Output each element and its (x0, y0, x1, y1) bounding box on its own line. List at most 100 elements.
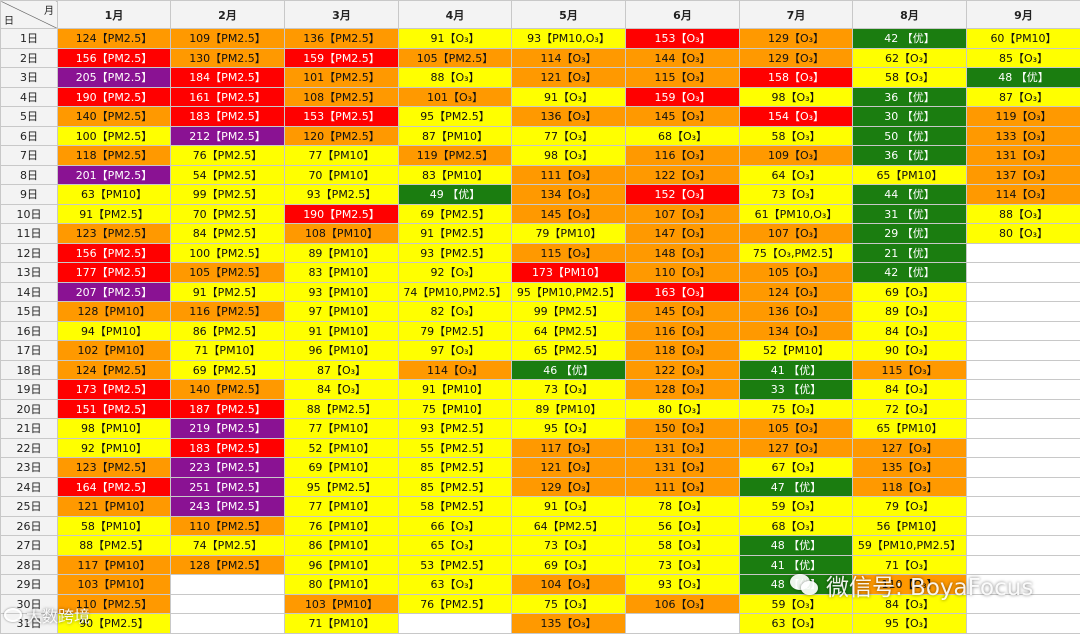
aqi-cell: 111【O₃】 (625, 476, 740, 497)
aqi-cell: 41 【优】 (739, 554, 853, 575)
table-row: 14日 207【PM2.5】 91【PM2.5】 93【PM10】 74【PM10,PM… (0, 281, 1080, 302)
aqi-cell: 80【O₃】 (966, 223, 1080, 244)
empty-cell (966, 593, 1080, 614)
day-label: 2日 (0, 47, 58, 68)
aqi-cell: 86【PM2.5】 (170, 320, 285, 341)
aqi-cell: 120【PM2.5】 (284, 125, 399, 146)
aqi-cell: 219【PM2.5】 (170, 418, 285, 439)
aqi-cell: 99【PM2.5】 (170, 184, 285, 205)
day-label: 17日 (0, 340, 58, 361)
aqi-cell: 87【O₃】 (966, 86, 1080, 107)
aqi-cell: 80【O₃】 (625, 398, 740, 419)
empty-cell (966, 320, 1080, 341)
aqi-cell: 42 【优】 (852, 262, 967, 283)
day-label: 25日 (0, 496, 58, 517)
month-header: 8月 (852, 0, 967, 29)
aqi-cell: 177【PM2.5】 (57, 262, 171, 283)
day-label: 18日 (0, 359, 58, 380)
aqi-cell: 173【PM2.5】 (57, 379, 171, 400)
aqi-cell: 79【PM2.5】 (398, 320, 512, 341)
aqi-cell: 128【PM2.5】 (170, 554, 285, 575)
aqi-cell: 145【O₃】 (511, 203, 626, 224)
day-label: 26日 (0, 515, 58, 536)
aqi-cell: 21 【优】 (852, 242, 967, 263)
aqi-cell: 79【PM10】 (511, 223, 626, 244)
aqi-cell: 97【PM10】 (284, 301, 399, 322)
aqi-cell: 187【PM2.5】 (170, 398, 285, 419)
aqi-cell: 69【PM2.5】 (398, 203, 512, 224)
aqi-cell: 67【O₃】 (739, 457, 853, 478)
aqi-cell: 114【O₃】 (511, 47, 626, 68)
table-row: 25日 121【PM10】 243【PM2.5】 77【PM10】 58【PM2.5】 9… (0, 496, 1080, 517)
empty-cell (966, 281, 1080, 302)
aqi-cell: 63【PM10】 (57, 184, 171, 205)
day-label: 29日 (0, 574, 58, 595)
aqi-cell: 58【O₃】 (852, 67, 967, 88)
aqi-cell: 131【O₃】 (625, 457, 740, 478)
aqi-cell: 184【PM2.5】 (170, 67, 285, 88)
table-row: 21日 98【PM10】 219【PM2.5】 77【PM10】 93【PM2.5】 95… (0, 418, 1080, 439)
aqi-cell: 124【PM2.5】 (57, 359, 171, 380)
aqi-cell: 61【PM10,O₃】 (739, 203, 853, 224)
aqi-cell: 85【O₃】 (966, 47, 1080, 68)
aqi-cell: 73【O₃】 (625, 554, 740, 575)
aqi-cell: 64【O₃】 (739, 164, 853, 185)
aqi-cell: 122【O₃】 (625, 164, 740, 185)
aqi-cell: 243【PM2.5】 (170, 496, 285, 517)
aqi-cell: 42 【优】 (852, 28, 967, 49)
empty-cell (966, 242, 1080, 263)
aqi-cell: 59【O₃】 (739, 496, 853, 517)
aqi-cell: 75【O₃】 (511, 593, 626, 614)
aqi-cell: 111【O₃】 (511, 164, 626, 185)
aqi-cell: 150【O₃】 (625, 418, 740, 439)
aqi-cell: 30 【优】 (852, 106, 967, 127)
aqi-cell: 55【PM2.5】 (398, 437, 512, 458)
day-label: 23日 (0, 457, 58, 478)
empty-cell (966, 535, 1080, 556)
aqi-cell: 105【PM2.5】 (398, 47, 512, 68)
aqi-cell: 95【PM2.5】 (398, 106, 512, 127)
aqi-cell: 110【PM2.5】 (57, 593, 171, 614)
aqi-cell: 173【PM10】 (511, 262, 626, 283)
aqi-cell: 94【PM10】 (57, 320, 171, 341)
day-label: 7日 (0, 145, 58, 166)
aqi-cell: 63【O₃】 (739, 613, 853, 634)
table-row: 27日 88【PM2.5】 74【PM2.5】 86【PM10】 65【O₃】 73【O₃… (0, 535, 1080, 556)
aqi-cell: 88【PM2.5】 (57, 535, 171, 556)
aqi-cell: 73【O₃】 (739, 184, 853, 205)
aqi-cell: 136【O₃】 (511, 106, 626, 127)
empty-cell (966, 554, 1080, 575)
table-row: 20日 151【PM2.5】 187【PM2.5】 88【PM2.5】 75【PM10】… (0, 398, 1080, 419)
aqi-cell: 65【PM2.5】 (511, 340, 626, 361)
aqi-cell: 29 【优】 (852, 223, 967, 244)
aqi-cell: 63【O₃】 (398, 574, 512, 595)
aqi-cell: 62【O₃】 (852, 47, 967, 68)
aqi-cell: 89【PM10】 (284, 242, 399, 263)
table-row: 9日 63【PM10】 99【PM2.5】 93【PM2.5】 49 【优】 134【O₃… (0, 184, 1080, 205)
aqi-cell: 95【O₃】 (852, 613, 967, 634)
aqi-cell: 68【O₃】 (625, 125, 740, 146)
aqi-cell: 76【PM2.5】 (170, 145, 285, 166)
aqi-cell: 91【PM10】 (284, 320, 399, 341)
aqi-cell: 87【O₃】 (284, 359, 399, 380)
aqi-cell: 98【O₃】 (511, 145, 626, 166)
aqi-cell: 107【O₃】 (739, 223, 853, 244)
aqi-cell: 80【PM10】 (284, 574, 399, 595)
table-row: 31日 90【PM2.5】 71【PM10】 135【O₃】 63【O₃】 95【O₃】 (0, 613, 1080, 634)
aqi-cell: 106【O₃】 (625, 593, 740, 614)
table-row: 22日 92【PM10】 183【PM2.5】 52【PM10】 55【PM2.5】 11… (0, 437, 1080, 458)
aqi-cell: 116【O₃】 (625, 145, 740, 166)
aqi-cell: 92【O₃】 (398, 262, 512, 283)
aqi-cell: 102【PM10】 (57, 340, 171, 361)
day-label: 12日 (0, 242, 58, 263)
aqi-cell: 77【O₃】 (511, 125, 626, 146)
aqi-cell: 121【O₃】 (511, 67, 626, 88)
aqi-cell: 58【O₃】 (739, 125, 853, 146)
aqi-cell: 88【O₃】 (966, 203, 1080, 224)
aqi-cell: 90【PM2.5】 (57, 613, 171, 634)
table-row: 15日 128【PM10】 116【PM2.5】 97【PM10】 82【O₃】 99【P… (0, 301, 1080, 322)
table-row: 28日 117【PM10】 128【PM2.5】 96【PM10】 53【PM2.5】 6… (0, 554, 1080, 575)
aqi-cell: 114【O₃】 (966, 184, 1080, 205)
aqi-cell: 44 【优】 (852, 184, 967, 205)
aqi-cell: 158【O₃】 (739, 67, 853, 88)
